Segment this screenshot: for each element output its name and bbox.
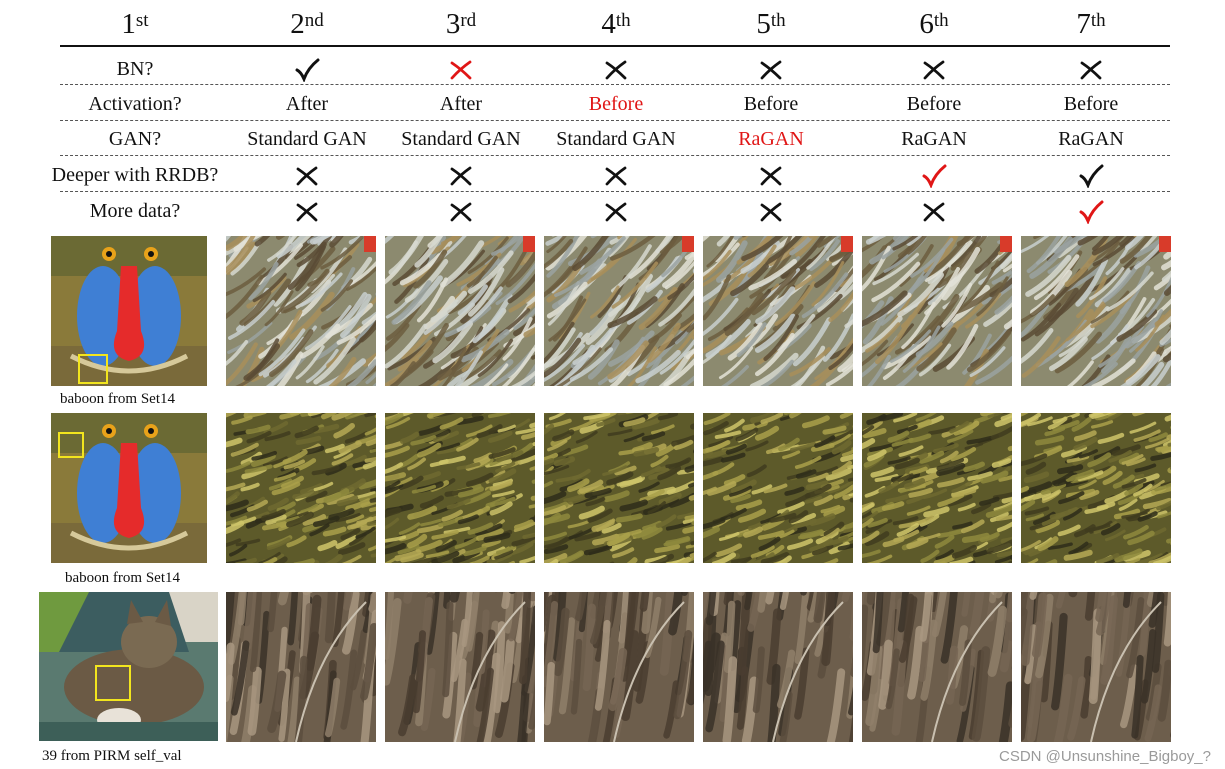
result-patch <box>703 413 853 563</box>
table-cell: RaGAN <box>1058 128 1124 150</box>
texture-crop <box>226 236 376 386</box>
col-header-6: 6th <box>919 8 949 40</box>
texture-crop <box>1021 592 1171 742</box>
row-label: More data? <box>89 200 181 222</box>
result-patch <box>385 592 535 742</box>
table-cell: After <box>285 93 329 115</box>
cross-icon <box>376 160 546 190</box>
cross-icon <box>531 160 701 190</box>
crop-box <box>58 432 84 458</box>
cross-icon <box>686 160 856 190</box>
texture-crop <box>862 236 1012 386</box>
source-image <box>51 236 207 386</box>
result-patch <box>703 236 853 386</box>
result-patch <box>1021 413 1171 563</box>
table-cell: Standard GAN <box>401 128 521 150</box>
row-label: Deeper with RRDB? <box>51 164 219 186</box>
baboon-thumbnail <box>51 413 207 563</box>
table-cell: After <box>439 93 483 115</box>
texture-crop <box>1021 413 1171 563</box>
source-image <box>39 592 218 741</box>
texture-crop <box>862 413 1012 563</box>
result-patch <box>862 236 1012 386</box>
source-image <box>51 413 207 563</box>
table-cell: Before <box>743 93 799 115</box>
cross-icon <box>376 196 546 226</box>
texture-crop <box>385 236 535 386</box>
cross-icon <box>849 196 1019 226</box>
col-header-7: 7th <box>1076 8 1106 40</box>
image-caption: baboon from Set14 <box>65 570 180 586</box>
top-rule <box>60 45 1170 47</box>
table-cell: Before <box>1063 93 1119 115</box>
texture-crop <box>1021 236 1171 386</box>
cross-icon <box>531 196 701 226</box>
texture-crop <box>703 413 853 563</box>
texture-crop <box>703 236 853 386</box>
table-cell: Standard GAN <box>556 128 676 150</box>
col-header-5: 5th <box>756 8 786 40</box>
result-patch <box>1021 592 1171 742</box>
row-label: BN? <box>116 58 154 80</box>
result-patch <box>226 413 376 563</box>
result-patch <box>1021 236 1171 386</box>
col-header-1: 1st <box>121 8 149 40</box>
table-cell: RaGAN <box>738 128 804 150</box>
table-cell: Before <box>588 93 644 115</box>
check-icon <box>1006 160 1176 190</box>
baboon-thumbnail <box>51 236 207 386</box>
texture-crop <box>226 592 376 742</box>
watermark: CSDN @Unsunshine_Bigboy_? <box>998 748 1211 765</box>
cross-icon <box>531 54 701 84</box>
cross-icon <box>1006 54 1176 84</box>
texture-crop <box>703 592 853 742</box>
table-cell: RaGAN <box>901 128 967 150</box>
col-header-2: 2nd <box>290 8 324 40</box>
row-label: Activation? <box>88 93 182 115</box>
cross-icon <box>686 54 856 84</box>
result-patch <box>226 236 376 386</box>
result-patch <box>703 592 853 742</box>
row-divider <box>60 120 1170 121</box>
cross-icon <box>376 54 546 84</box>
result-patch <box>862 592 1012 742</box>
result-patch <box>862 413 1012 563</box>
result-patch <box>385 236 535 386</box>
texture-crop <box>544 592 694 742</box>
result-patch <box>226 592 376 742</box>
result-patch <box>544 413 694 563</box>
cross-icon <box>849 54 1019 84</box>
row-label: GAN? <box>108 128 162 150</box>
result-patch <box>385 413 535 563</box>
cross-icon <box>686 196 856 226</box>
texture-crop <box>862 592 1012 742</box>
check-icon <box>1006 196 1176 226</box>
texture-crop <box>544 236 694 386</box>
table-cell: Before <box>906 93 962 115</box>
cat-thumbnail <box>39 592 218 741</box>
result-patch <box>544 592 694 742</box>
image-caption: 39 from PIRM self_val <box>42 748 182 764</box>
col-header-4: 4th <box>601 8 631 40</box>
check-icon <box>222 54 392 84</box>
texture-crop <box>385 413 535 563</box>
texture-crop <box>544 413 694 563</box>
row-divider <box>60 155 1170 156</box>
col-header-3: 3rd <box>445 8 477 40</box>
cross-icon <box>222 196 392 226</box>
cross-icon <box>222 160 392 190</box>
row-divider <box>60 84 1170 85</box>
crop-box <box>78 354 108 384</box>
check-icon <box>849 160 1019 190</box>
crop-box <box>95 665 131 701</box>
texture-crop <box>385 592 535 742</box>
row-divider <box>60 191 1170 192</box>
image-caption: baboon from Set14 <box>60 391 175 407</box>
texture-crop <box>226 413 376 563</box>
result-patch <box>544 236 694 386</box>
table-cell: Standard GAN <box>247 128 367 150</box>
